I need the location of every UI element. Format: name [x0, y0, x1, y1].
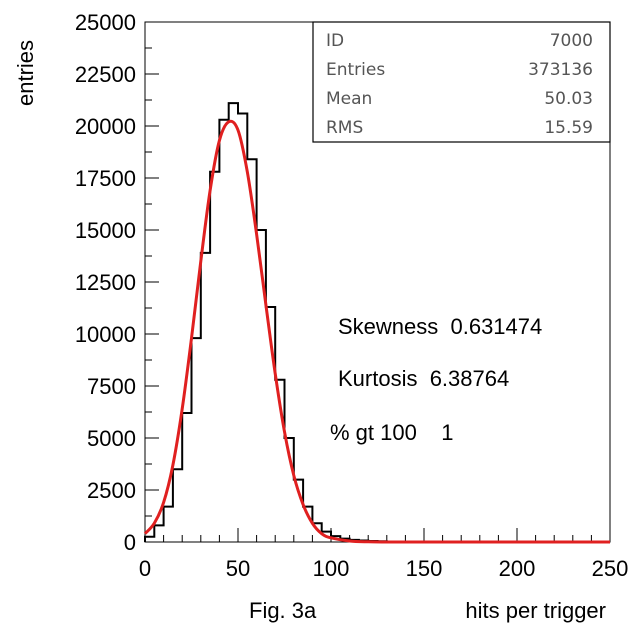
y-axis-label: entries: [13, 40, 38, 106]
stats-value-id: 7000: [550, 31, 593, 51]
stats-box: ID 7000 Entries 373136 Mean 50.03 RMS 15…: [312, 21, 611, 143]
y-tick-label: 22500: [75, 62, 136, 87]
stats-label-entries: Entries: [326, 60, 385, 80]
annotation-kurtosis: Kurtosis 6.38764: [338, 366, 509, 391]
stats-label-rms: RMS: [326, 118, 363, 138]
y-tick-label: 12500: [75, 270, 136, 295]
y-tick-label: 2500: [87, 478, 136, 503]
y-tick-label: 17500: [75, 166, 136, 191]
x-tick-label: 100: [313, 556, 350, 581]
x-tick-label: 0: [139, 556, 151, 581]
annotation-gt100: % gt 100 1: [330, 420, 454, 445]
x-axis-label: hits per trigger: [465, 598, 606, 623]
y-axis: 0 2500 5000 7500 10000 12500 15000 17500 20000 22…: [75, 10, 159, 555]
y-tick-label: 5000: [87, 426, 136, 451]
y-tick-label: 25000: [75, 10, 136, 35]
x-tick-label: 150: [406, 556, 443, 581]
y-tick-label: 15000: [75, 218, 136, 243]
y-tick-label: 7500: [87, 374, 136, 399]
annotation-skewness: Skewness 0.631474: [338, 314, 542, 339]
stats-box-frame: [312, 21, 611, 143]
stats-label-id: ID: [326, 31, 344, 51]
figure-caption: Fig. 3a: [249, 598, 317, 623]
stats-value-entries: 373136: [528, 60, 593, 80]
x-tick-label: 200: [499, 556, 536, 581]
fit-curve-series: [143, 119, 610, 544]
x-axis: 0 50 100 150 200 250: [139, 528, 628, 581]
x-tick-label: 250: [592, 556, 629, 581]
stats-label-mean: Mean: [326, 89, 372, 109]
y-tick-label: 10000: [75, 322, 136, 347]
x-tick-label: 50: [226, 556, 250, 581]
y-tick-label: 20000: [75, 114, 136, 139]
stats-value-mean: 50.03: [544, 89, 593, 109]
stats-value-rms: 15.59: [544, 118, 593, 138]
y-tick-label: 0: [124, 530, 136, 555]
